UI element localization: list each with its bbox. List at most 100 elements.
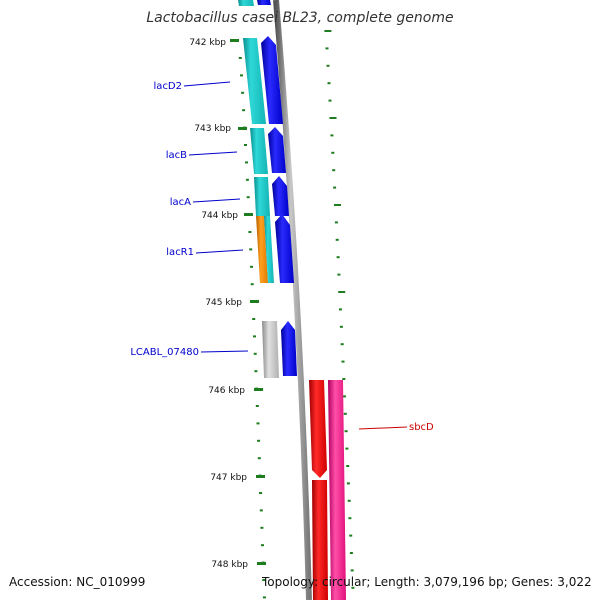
outer-minor-tick <box>328 99 332 102</box>
inner-minor-tick <box>250 283 254 286</box>
label-lacB[interactable]: lacB <box>166 150 187 161</box>
outer-minor-tick <box>343 412 347 415</box>
inner-minor-tick <box>248 231 252 233</box>
leader-lacB <box>188 151 238 156</box>
outer-minor-tick <box>340 343 344 346</box>
kbp-label-745: 745 kbp <box>205 298 242 308</box>
gene-top-forward[interactable] <box>257 0 271 5</box>
inner-minor-tick <box>256 422 260 425</box>
inner-minor-tick <box>259 492 263 494</box>
inner-minor-tick <box>245 178 249 181</box>
kbp-scale: 742 kbp 743 kbp 744 kbp 745 kbp 746 kbp … <box>189 38 266 570</box>
outer-minor-tick <box>349 534 353 537</box>
gene-labels: lacD2 lacB lacA lacR1 LCABL_07480 sbcD <box>130 81 434 433</box>
inner-minor-tick <box>252 318 256 320</box>
kbp-label-742: 742 kbp <box>189 38 226 48</box>
leader-LCABL_07480 <box>200 350 249 353</box>
outer-minor-tick <box>342 378 346 380</box>
outer-minor-tick <box>334 221 338 224</box>
outer-minor-tick <box>336 256 340 259</box>
inner-minor-tick <box>253 352 257 355</box>
kbp-label-748: 748 kbp <box>211 560 248 570</box>
outer-minor-tick <box>346 482 350 485</box>
major-tick-747 <box>256 475 265 478</box>
outer-minor-tick <box>338 291 346 293</box>
gene-lacR1-arrow[interactable] <box>275 214 294 283</box>
inner-minor-tick <box>254 370 258 373</box>
gene-sbcD-red-2[interactable] <box>312 480 328 600</box>
major-tick-746 <box>254 388 263 391</box>
label-lacR1[interactable]: lacR1 <box>166 247 194 258</box>
leader-sbcD <box>358 426 408 430</box>
major-tick-745 <box>250 300 259 303</box>
outer-minor-tick <box>345 447 349 450</box>
label-LCABL_07480[interactable]: LCABL_07480 <box>130 347 199 358</box>
accession-text: Accession: NC_010999 <box>9 575 146 589</box>
outer-minor-tick <box>324 30 332 32</box>
label-lacA[interactable]: lacA <box>170 197 191 208</box>
outer-minor-tick <box>325 47 329 50</box>
outer-minor-tick <box>326 64 330 67</box>
kbp-label-746: 746 kbp <box>208 386 245 396</box>
leader-lacR1 <box>195 249 244 254</box>
cds-LCABL_07480[interactable] <box>262 321 279 378</box>
inner-minor-tick <box>261 544 264 547</box>
leader-lacA <box>192 198 241 203</box>
gene-lacD2-arrow[interactable] <box>261 36 283 124</box>
inner-minor-tick <box>245 161 248 164</box>
outer-minor-tick <box>341 360 345 363</box>
outer-minor-tick <box>339 325 343 328</box>
outer-minor-tick <box>331 151 335 154</box>
kbp-label-744: 744 kbp <box>201 211 238 221</box>
outer-minor-tick <box>343 395 346 398</box>
inner-minor-tick <box>246 196 250 199</box>
gene-sbcD-red-1[interactable] <box>309 380 327 478</box>
genome-backbone <box>273 0 312 600</box>
inner-minor-tick <box>259 509 263 512</box>
label-lacD2[interactable]: lacD2 <box>154 81 182 92</box>
major-tick-743 <box>238 127 247 130</box>
inner-minor-tick <box>241 91 245 94</box>
inner-minor-tick <box>262 579 266 581</box>
cds-lacB[interactable] <box>250 128 268 174</box>
inner-minor-tick <box>260 526 264 529</box>
outer-minor-tick <box>334 204 341 206</box>
inner-minor-tick <box>240 74 243 77</box>
outer-minor-tick <box>337 273 341 276</box>
outer-tick-track <box>324 30 355 589</box>
inner-minor-tick <box>238 57 242 59</box>
cds-lacA[interactable] <box>254 177 270 216</box>
kbp-label-743: 743 kbp <box>194 124 231 134</box>
genome-summary-text: Topology: circular; Length: 3,079,196 bp… <box>262 575 592 589</box>
inner-minor-tick <box>244 144 247 146</box>
outer-minor-tick <box>330 134 334 137</box>
outer-minor-tick <box>344 430 348 433</box>
outer-minor-tick <box>347 499 351 502</box>
kbp-label-747: 747 kbp <box>210 473 247 483</box>
outer-minor-tick <box>349 552 353 554</box>
outer-minor-tick <box>327 82 331 85</box>
outer-minor-tick <box>332 169 336 172</box>
inner-minor-tick <box>255 405 259 407</box>
outer-minor-tick <box>333 186 337 189</box>
inner-minor-tick <box>262 596 266 599</box>
inner-minor-tick <box>250 265 253 268</box>
inner-minor-tick <box>249 248 253 251</box>
outer-minor-tick <box>348 517 352 520</box>
gene-LCABL_07480-arrow[interactable] <box>281 321 297 376</box>
outer-minor-tick <box>335 238 339 241</box>
cds-lacR1-teal[interactable] <box>264 216 274 283</box>
label-sbcD[interactable]: sbcD <box>409 422 434 433</box>
outer-minor-tick <box>346 465 350 467</box>
major-tick-744 <box>244 213 253 216</box>
inner-minor-tick <box>257 439 261 442</box>
cds-lacD2[interactable] <box>243 38 266 124</box>
cds-sbcD[interactable] <box>328 380 346 600</box>
outer-minor-tick <box>351 586 355 589</box>
gene-lacA-arrow[interactable] <box>272 176 289 216</box>
gene-lacB-arrow[interactable] <box>268 127 286 173</box>
cds-top-teal[interactable] <box>238 0 254 6</box>
major-tick-748 <box>257 562 266 565</box>
